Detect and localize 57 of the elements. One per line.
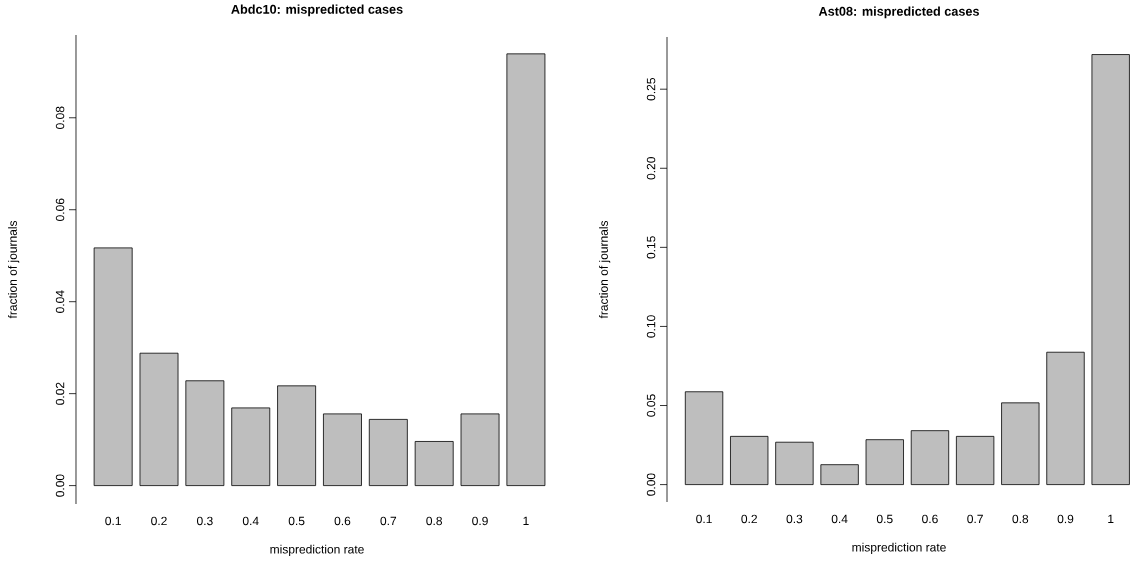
bar: [910, 430, 950, 486]
bar: [414, 441, 454, 487]
x-axis-title: misprediction rate: [270, 544, 364, 556]
bar: [277, 385, 317, 487]
y-tick-label: 0.25: [646, 78, 656, 101]
x-tick-label: 0.5: [876, 514, 893, 524]
x-axis-title: misprediction rate: [852, 542, 946, 554]
bar: [231, 407, 271, 487]
bar: [139, 352, 179, 487]
x-tick-label: 0.8: [426, 516, 442, 526]
y-tick-label: 0.06: [55, 198, 65, 221]
bar: [506, 53, 546, 487]
y-tick-label: 0.02: [55, 382, 65, 405]
bar: [323, 413, 362, 487]
x-tick-label: 0.7: [380, 516, 397, 526]
y-tick-label: 0.00: [55, 474, 65, 497]
x-tick-label: 0.6: [922, 514, 938, 524]
y-tick-label: 0.04: [55, 290, 65, 313]
y-tick-label: 0.05: [646, 394, 656, 417]
bar: [1001, 402, 1040, 486]
x-tick-label: 1: [523, 516, 529, 525]
bar: [775, 441, 814, 486]
bar: [865, 439, 904, 486]
x-tick-label: 0.4: [242, 516, 259, 526]
x-tick-label: 0.4: [831, 514, 848, 524]
x-tick-label: 0.1: [105, 516, 121, 526]
x-tick-label: 0.1: [696, 514, 712, 524]
x-tick-label: 0.5: [288, 516, 305, 526]
y-tick-label: 0.00: [646, 473, 656, 496]
y-tick-label: 0.10: [646, 315, 656, 338]
bar: [1046, 351, 1085, 486]
x-tick-label: 0.3: [196, 516, 213, 526]
bar: [93, 247, 133, 487]
x-tick-label: 0.3: [786, 514, 803, 524]
y-tick-label: 0.08: [55, 106, 65, 129]
x-tick-label: 0.6: [334, 516, 351, 526]
bar: [185, 380, 225, 487]
bar: [820, 464, 859, 486]
y-axis-title: fraction of journals: [599, 220, 611, 319]
chart-title: Ast08: mispredicted cases: [818, 6, 979, 19]
bar: [955, 435, 995, 486]
x-tick-label: 0.2: [151, 516, 167, 526]
x-tick-label: 0.7: [967, 514, 983, 524]
x-tick-label: 0.9: [472, 516, 488, 526]
x-tick-label: 0.2: [741, 514, 757, 524]
y-tick-label: 0.15: [646, 236, 656, 259]
bar: [368, 419, 408, 487]
x-tick-label: 1: [1108, 514, 1114, 523]
y-axis-title: fraction of journals: [8, 220, 20, 319]
x-tick-label: 0.9: [1057, 514, 1074, 524]
bar: [730, 435, 769, 486]
y-tick-label: 0.20: [646, 157, 656, 180]
x-tick-label: 0.8: [1012, 514, 1029, 524]
bar: [684, 391, 724, 486]
chart-title: Abdc10: mispredicted cases: [231, 4, 403, 17]
bar: [460, 413, 500, 487]
bar: [1091, 54, 1130, 486]
